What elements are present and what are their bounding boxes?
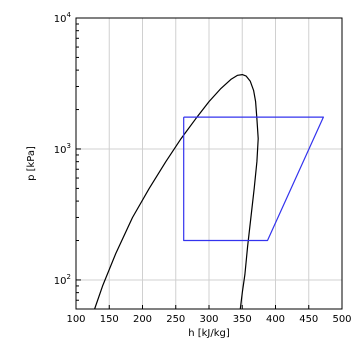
x-axis-label: h [kJ/kg] [188, 328, 230, 339]
x-tick-label: 300 [199, 314, 218, 325]
series-group [94, 73, 324, 310]
y-tick-label: 102 [54, 273, 71, 287]
series-line-1 [183, 116, 324, 242]
y-tick-label: 103 [54, 142, 71, 156]
x-tick-label: 400 [266, 314, 285, 325]
series-line-0 [94, 73, 259, 310]
x-tick-label: 100 [66, 314, 85, 325]
x-tick-label: 450 [299, 314, 318, 325]
y-tick-label: 104 [54, 11, 72, 25]
x-tick-label: 500 [332, 314, 351, 325]
x-tick-label: 350 [233, 314, 252, 325]
x-tick-label: 250 [166, 314, 185, 325]
x-tick-label: 200 [133, 314, 152, 325]
tick-group: 100 150 200 250 300 350 400 450 500 102 103 104 [54, 11, 352, 325]
x-tick-label: 150 [100, 314, 119, 325]
y-axis-label: p [kPa] [26, 146, 37, 181]
